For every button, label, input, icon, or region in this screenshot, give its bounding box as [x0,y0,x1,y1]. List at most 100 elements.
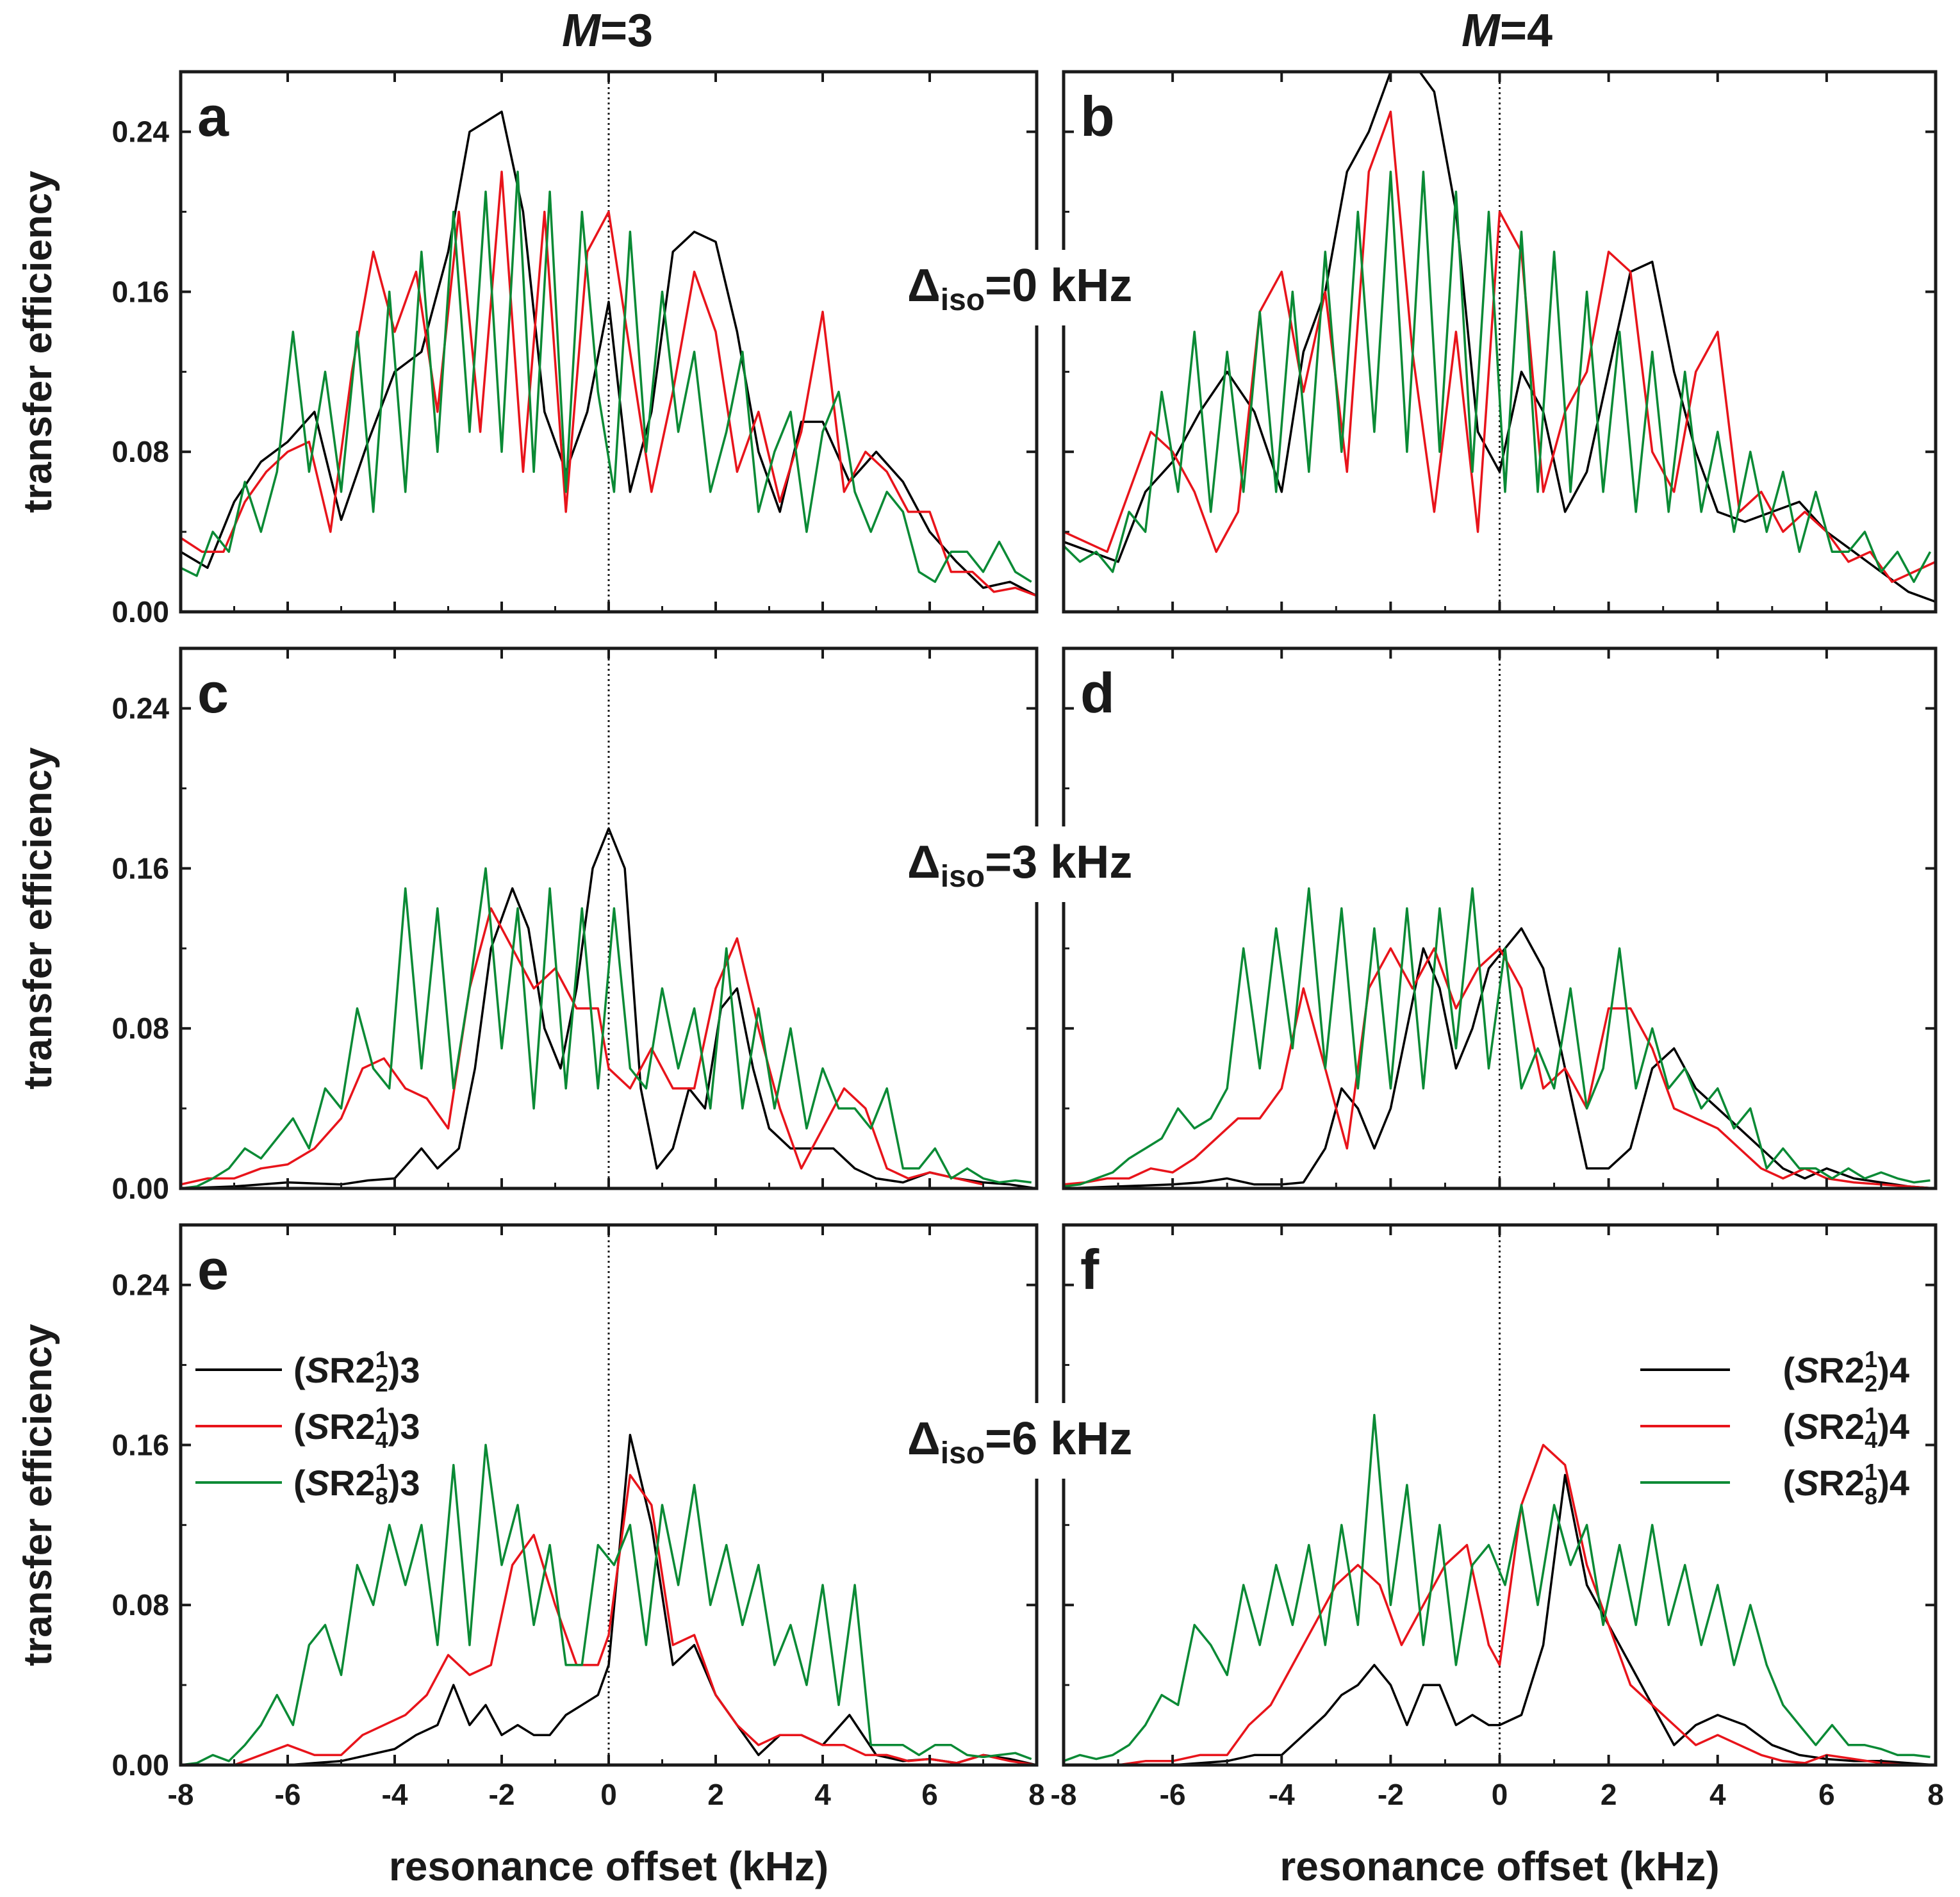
panel-e-ytick-label-1: 0.08 [111,1588,169,1622]
panel-a-ytick-label-0: 0.00 [111,595,169,628]
legend-right-label-2-part-0: ( [1783,1463,1795,1503]
panel-e-xtick-label-4: 0 [600,1778,617,1811]
panel-c-series-group [181,827,1037,1188]
legend-right-label-0-part-0: ( [1783,1350,1795,1390]
panel-f: -8 -6 -4 -2 0 2 4 6 8 f resonance offset (kHz) [1051,1223,1944,1889]
panel-e-xtick-label-0: -8 [168,1778,194,1811]
legend-right-label-1-part-1: S [1795,1406,1818,1447]
legend-left-label-2-part-3: 1 [375,1459,388,1485]
panel-e-xtick-label-3: -2 [489,1778,515,1811]
panel-a-letter: a [197,85,229,148]
panel-f-xlabel: resonance offset (kHz) [1280,1843,1719,1889]
legend-right-label-0-part-4: 2 [1865,1370,1877,1397]
panel-e: 0.00 0.08 0.16 0.24 -8 -6 -4 -2 0 2 4 6 8 e transfer e… [16,1223,1045,1889]
legend-right-label-1-part-2: R2 [1819,1406,1865,1447]
legend-left-label-0-part-0: ( [293,1350,306,1390]
panel-f-xtick-label-6: 4 [1709,1778,1726,1811]
panel-e-xtick-label-7: 6 [921,1778,938,1811]
panel-f-xtick-label-3: -2 [1378,1778,1404,1811]
panel-b-series-group [1064,72,1936,604]
legend-left-label-2-part-1: S [306,1463,329,1503]
row-label-0-text: Δiso=0 kHz [907,260,1132,317]
panel-e-series-1 [181,1474,1037,1765]
row-label-2: Δiso=6 kHz [902,1403,1176,1479]
legend-left-label-2-part-5: )3 [388,1463,420,1503]
panel-e-series-2 [181,1443,1032,1765]
panel-a-series-1 [181,170,1037,597]
panel-c-ylabel: transfer efficiency [16,747,60,1090]
legend-left-label-2-part-4: 8 [375,1483,388,1509]
panel-c-ytick-label-3: 0.24 [111,692,169,725]
panel-f-series-2 [1064,1413,1931,1762]
panel-a-series-2 [181,170,1032,583]
legend-left-label-1-part-0: ( [293,1406,306,1447]
legend-left-label-1-part-1: S [306,1406,329,1447]
panel-e-xtick-label-6: 4 [814,1778,831,1811]
legend-right-label-2-part-2: R2 [1819,1463,1865,1503]
panel-f-xtick-label-2: -4 [1269,1778,1295,1811]
legend-right-label-1-part-0: ( [1783,1406,1795,1447]
column-title-m4-rest: =4 [1500,5,1552,56]
panel-d-series-group [1064,887,1936,1188]
legend-right-label-0: (SR21 2)4 [1783,1346,1909,1397]
legend-right-label-2-part-4: 8 [1865,1483,1877,1509]
legend-right-label-1: (SR21 4)4 [1783,1402,1909,1453]
row-label-2-sub: iso [941,1436,985,1470]
panel-f-series-group [1064,1413,1936,1765]
panel-c-series-0 [181,827,1037,1188]
column-title-m3-rest: =3 [600,5,653,56]
legend-right: (SR21 2)4(SR21 4)4(SR21 8)4 [1640,1346,1909,1509]
panel-f-xtick-label-0: -8 [1051,1778,1077,1811]
panel-c-ytick-label-2: 0.16 [111,851,169,885]
legend-left-label-0-part-3: 1 [375,1346,388,1372]
panel-f-xtick-label-7: 6 [1818,1778,1835,1811]
legend-right-label-0-part-1: S [1795,1350,1818,1390]
row-label-2-prefix: Δ [907,1413,941,1465]
column-title-m3: M=3 [562,5,653,56]
legend-left-label-0-part-1: S [306,1350,329,1390]
legend-right-label-2-part-5: )4 [1877,1463,1909,1503]
row-label-1-text: Δiso=3 kHz [907,837,1132,894]
column-title-m4-italic: M [1462,5,1501,56]
panel-f-xtick-label-5: 2 [1601,1778,1617,1811]
legend-left-label-0: (SR21 2)3 [293,1346,420,1397]
panel-f-series-0 [1064,1474,1936,1765]
row-label-2-bg [902,1403,1176,1479]
legend-right-label-0-part-2: R2 [1819,1350,1865,1390]
panel-e-xlabel: resonance offset (kHz) [389,1843,828,1889]
panel-d-series-1 [1064,947,1936,1188]
panel-a-series-0 [181,110,1037,597]
panel-e-xtick-label-8: 8 [1028,1778,1045,1811]
panel-f-xtick-label-8: 8 [1927,1778,1944,1811]
panel-c-frame [179,646,1039,1190]
column-title-m3-italic: M [562,5,602,56]
legend-right-label-1-part-4: 4 [1865,1427,1877,1453]
panel-e-ylabel: transfer efficiency [16,1324,60,1666]
panel-c-ytick-label-0: 0.00 [111,1172,169,1205]
legend-left-label-2: (SR21 8)3 [293,1459,420,1509]
panels-layer: 0.00 0.08 0.16 0.24 a transfer efficiency b 0.0… [16,70,1944,1889]
row-label-0-prefix: Δ [907,260,941,311]
legend-left-label-1-part-5: )3 [388,1406,420,1447]
legend-left-label-1: (SR21 4)3 [293,1402,420,1453]
panel-c-ytick-label-1: 0.08 [111,1012,169,1045]
panel-b: b [1062,70,1938,614]
panel-a: 0.00 0.08 0.16 0.24 a transfer efficiency [16,70,1039,628]
panel-a-ylabel: transfer efficiency [16,170,60,513]
panel-e-ytick-label-0: 0.00 [111,1748,169,1782]
panel-e-xtick-label-1: -6 [275,1778,301,1811]
panel-e-xtick-label-2: -4 [382,1778,408,1811]
panel-c: 0.00 0.08 0.16 0.24 c transfer efficiency [16,646,1039,1205]
legend-right-label-2-part-1: S [1795,1463,1818,1503]
panel-c-letter: c [197,661,229,725]
legend-right-label-1-part-5: )4 [1877,1406,1909,1447]
panel-d: d [1062,646,1938,1190]
panel-a-ytick-label-2: 0.16 [111,275,169,308]
panel-e-ytick-label-2: 0.16 [111,1428,169,1461]
legend-left-label-0-part-5: )3 [388,1350,420,1390]
row-label-0-suffix: =0 kHz [985,260,1132,311]
row-label-2-text: Δiso=6 kHz [907,1413,1132,1470]
legend-right-label-0-part-3: 1 [1865,1346,1877,1372]
panel-b-series-2 [1064,170,1932,583]
